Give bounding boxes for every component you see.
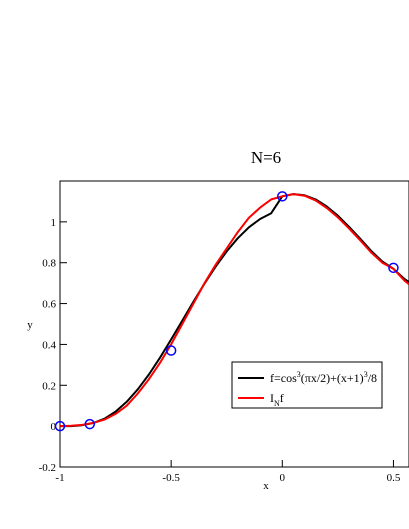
node-marker <box>165 345 177 356</box>
legend-inf-sub: N <box>274 399 280 408</box>
x-tick-label: 0 <box>280 472 286 484</box>
y-tick-label: 1 <box>51 217 57 229</box>
x-tick-label: -1 <box>55 472 64 484</box>
legend-f-pre: f=cos <box>270 371 297 385</box>
chart-title: N=6 <box>251 148 281 167</box>
node-marker <box>277 191 288 202</box>
legend-f-mid: (πx/2)+(x+1) <box>301 371 364 385</box>
legend-label-inf: INf <box>270 391 284 408</box>
y-axis-label: y <box>27 319 33 331</box>
x-tick-label: 0.5 <box>387 472 401 484</box>
legend-inf-post: f <box>280 391 284 405</box>
plot-frame <box>59 180 409 468</box>
node-marker <box>388 262 399 274</box>
y-tick-label: 0.4 <box>42 339 56 351</box>
legend-box <box>231 361 383 409</box>
y-tick-label: -0.2 <box>39 462 56 474</box>
series-f-line <box>60 193 409 428</box>
y-tick-label: 0.6 <box>42 299 56 311</box>
legend-f-sup2: 3 <box>364 370 368 379</box>
series-inf-line <box>59 193 409 428</box>
y-axis-ticks: -0.2 0 0.2 0.4 0.6 0.8 1 <box>39 217 67 474</box>
legend: f=cos3(πx/2)+(x+1)3/8 INf <box>231 361 383 409</box>
legend-label-f: f=cos3(πx/2)+(x+1)3/8 <box>270 370 377 385</box>
legend-f-sup1: 3 <box>297 370 301 379</box>
series-group <box>59 193 409 428</box>
y-tick-label: 0.2 <box>42 380 56 392</box>
x-axis-ticks: -1 -0.5 0 0.5 <box>55 460 401 484</box>
y-tick-label: 0 <box>51 421 57 433</box>
node-marker <box>54 420 66 432</box>
y-tick-label: 0.8 <box>42 258 56 270</box>
x-axis-label: x <box>263 480 269 492</box>
node-marker <box>84 418 96 430</box>
marker-group <box>54 191 399 432</box>
legend-inf-pre: I <box>270 391 274 405</box>
legend-f-post: /8 <box>368 371 377 385</box>
x-tick-label: -0.5 <box>162 472 180 484</box>
